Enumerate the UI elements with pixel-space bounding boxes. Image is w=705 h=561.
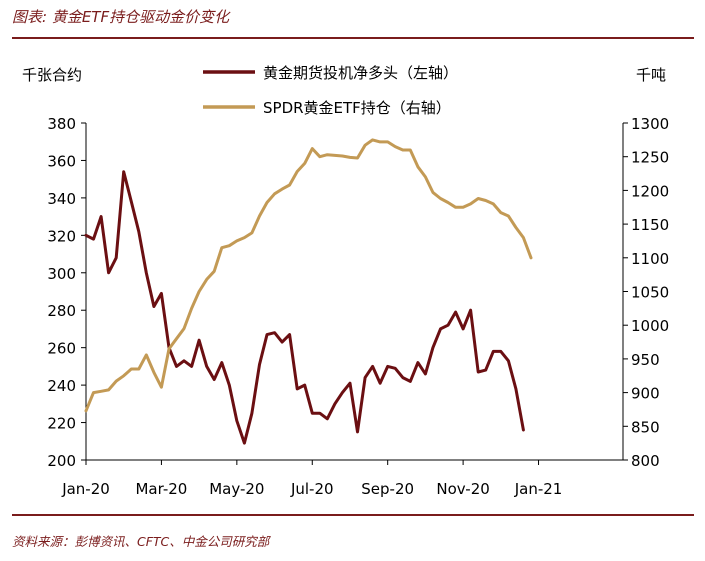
bottom-rule bbox=[12, 514, 694, 516]
legend-label-futures: 黄金期货投机净多头（左轴） bbox=[263, 64, 458, 82]
legend: 黄金期货投机净多头（左轴） SPDR黄金ETF持仓（右轴） bbox=[203, 64, 458, 117]
right-axis-tick-label: 1150 bbox=[631, 216, 669, 234]
right-axis-tick-label: 1200 bbox=[631, 182, 669, 200]
left-axis-tick-label: 280 bbox=[47, 302, 76, 320]
left-axis-tick-label: 340 bbox=[47, 190, 76, 208]
x-axis-tick-label: Jul-20 bbox=[290, 480, 334, 498]
source-note: 资料来源：彭博资讯、CFTC、中金公司研究部 bbox=[12, 534, 270, 549]
right-axis-tick-label: 1000 bbox=[631, 317, 669, 335]
top-rule bbox=[12, 37, 694, 39]
right-axis-tick-label: 800 bbox=[631, 452, 660, 470]
left-axis-tick-label: 240 bbox=[47, 377, 76, 395]
left-axis-tick-label: 220 bbox=[47, 415, 76, 433]
legend-label-etf: SPDR黄金ETF持仓（右轴） bbox=[263, 99, 451, 117]
x-axis-tick-label: Sep-20 bbox=[361, 480, 414, 498]
left-axis-tick-label: 200 bbox=[47, 452, 76, 470]
right-axis-tick-label: 1300 bbox=[631, 115, 669, 133]
x-axis-tick-label: Jan-21 bbox=[514, 480, 563, 498]
left-axis-tick-label: 260 bbox=[47, 340, 76, 358]
right-axis-tick-label: 950 bbox=[631, 351, 660, 369]
figure-caption: 图表: 黄金ETF持仓驱动金价变化 bbox=[12, 8, 230, 26]
left-axis-tick-label: 380 bbox=[47, 115, 76, 133]
left-axis-tick-label: 360 bbox=[47, 152, 76, 170]
x-axis-tick-label: Mar-20 bbox=[135, 480, 187, 498]
right-axis-title: 千吨 bbox=[636, 66, 666, 84]
right-axis-tick-label: 1250 bbox=[631, 149, 669, 167]
x-axis-tick-label: May-20 bbox=[209, 480, 264, 498]
futures-net-long-line bbox=[84, 170, 525, 445]
x-axis-tick-label: Nov-20 bbox=[436, 480, 489, 498]
right-axis-tick-label: 900 bbox=[631, 385, 660, 403]
right-axis-tick-label: 1100 bbox=[631, 250, 669, 268]
left-axis-title: 千张合约 bbox=[22, 66, 82, 84]
right-axis-tick-label: 1050 bbox=[631, 284, 669, 302]
left-axis-tick-label: 320 bbox=[47, 227, 76, 245]
right-axis-tick-label: 850 bbox=[631, 418, 660, 436]
left-axis-tick-label: 300 bbox=[47, 265, 76, 283]
x-axis-tick-label: Jan-20 bbox=[61, 480, 110, 498]
spdr-etf-holdings-line bbox=[84, 138, 533, 413]
